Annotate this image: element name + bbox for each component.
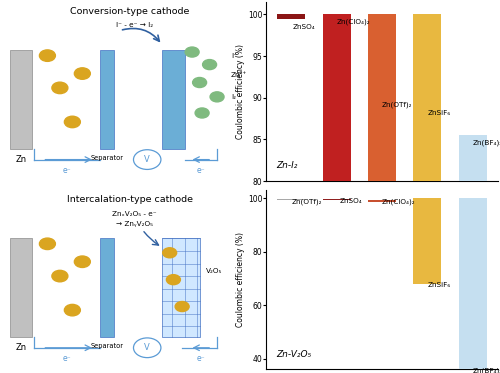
Text: I⁻ - e⁻ → I₂: I⁻ - e⁻ → I₂ (116, 22, 154, 28)
Circle shape (202, 60, 216, 70)
Circle shape (192, 78, 206, 88)
Circle shape (134, 338, 161, 358)
Text: → ZnᵧV₂O₅: → ZnᵧV₂O₅ (116, 220, 153, 226)
Text: Zn: Zn (16, 155, 27, 164)
Bar (414, 15, 442, 181)
Bar (278, 198, 305, 200)
FancyBboxPatch shape (10, 238, 32, 337)
Text: Zn-I₂: Zn-I₂ (276, 162, 297, 170)
Text: V: V (144, 343, 150, 352)
Text: e⁻: e⁻ (63, 354, 72, 363)
FancyBboxPatch shape (162, 238, 200, 337)
Text: Zn(BF₄)₂: Zn(BF₄)₂ (472, 368, 500, 373)
Circle shape (52, 82, 68, 94)
Circle shape (40, 50, 56, 62)
Text: ZnSiF₆: ZnSiF₆ (428, 282, 450, 288)
Text: ZnSiF₆: ZnSiF₆ (428, 110, 450, 116)
Circle shape (166, 275, 180, 285)
Text: e⁻: e⁻ (196, 166, 205, 175)
Bar (414, 198, 442, 284)
FancyBboxPatch shape (100, 50, 114, 149)
Text: Zn²⁺: Zn²⁺ (231, 72, 247, 78)
Bar (322, 198, 350, 200)
Circle shape (162, 248, 176, 258)
Circle shape (185, 47, 199, 57)
Circle shape (74, 68, 90, 79)
Text: Separator: Separator (90, 155, 124, 161)
Circle shape (52, 270, 68, 282)
Circle shape (195, 108, 209, 118)
Text: ZnSO₄: ZnSO₄ (293, 24, 316, 30)
Text: Zn(OTf)₂: Zn(OTf)₂ (382, 102, 412, 109)
Text: I₂: I₂ (231, 94, 236, 100)
Text: Intercalation-type cathode: Intercalation-type cathode (66, 195, 192, 204)
Bar (458, 198, 486, 369)
Bar (368, 15, 396, 181)
Bar (458, 135, 486, 181)
Text: Separator: Separator (90, 343, 124, 349)
Text: e⁻: e⁻ (196, 354, 205, 363)
Text: Zn: Zn (16, 343, 27, 352)
Text: Zn(OTf)₂: Zn(OTf)₂ (292, 198, 322, 204)
Text: ZnₓV₂O₅ - e⁻: ZnₓV₂O₅ - e⁻ (112, 211, 157, 217)
Y-axis label: Coulombic efficiency (%): Coulombic efficiency (%) (236, 44, 245, 139)
Text: Zn-V₂O₅: Zn-V₂O₅ (276, 350, 311, 358)
Text: ZnSO₄: ZnSO₄ (340, 198, 362, 204)
FancyBboxPatch shape (10, 50, 32, 149)
FancyBboxPatch shape (100, 238, 114, 337)
Circle shape (64, 304, 80, 316)
Text: Zn(ClO₄)₂: Zn(ClO₄)₂ (336, 19, 370, 25)
Y-axis label: Coulombic efficiency (%): Coulombic efficiency (%) (236, 232, 245, 327)
Bar (322, 15, 350, 181)
Text: V₂O₅: V₂O₅ (206, 268, 222, 274)
Bar (278, 15, 305, 19)
Text: Zn(BF₄)₂: Zn(BF₄)₂ (472, 140, 500, 146)
Circle shape (134, 150, 161, 169)
Text: Zn(ClO₄)₂: Zn(ClO₄)₂ (382, 198, 416, 205)
Circle shape (40, 238, 56, 250)
Text: Conversion-type cathode: Conversion-type cathode (70, 7, 190, 16)
Circle shape (210, 92, 224, 102)
Text: V: V (144, 155, 150, 164)
FancyBboxPatch shape (162, 50, 184, 149)
Text: e⁻: e⁻ (63, 166, 72, 175)
Bar (368, 200, 396, 202)
Circle shape (175, 301, 189, 311)
Circle shape (64, 116, 80, 128)
Text: I⁻: I⁻ (231, 53, 237, 59)
Circle shape (74, 256, 90, 267)
